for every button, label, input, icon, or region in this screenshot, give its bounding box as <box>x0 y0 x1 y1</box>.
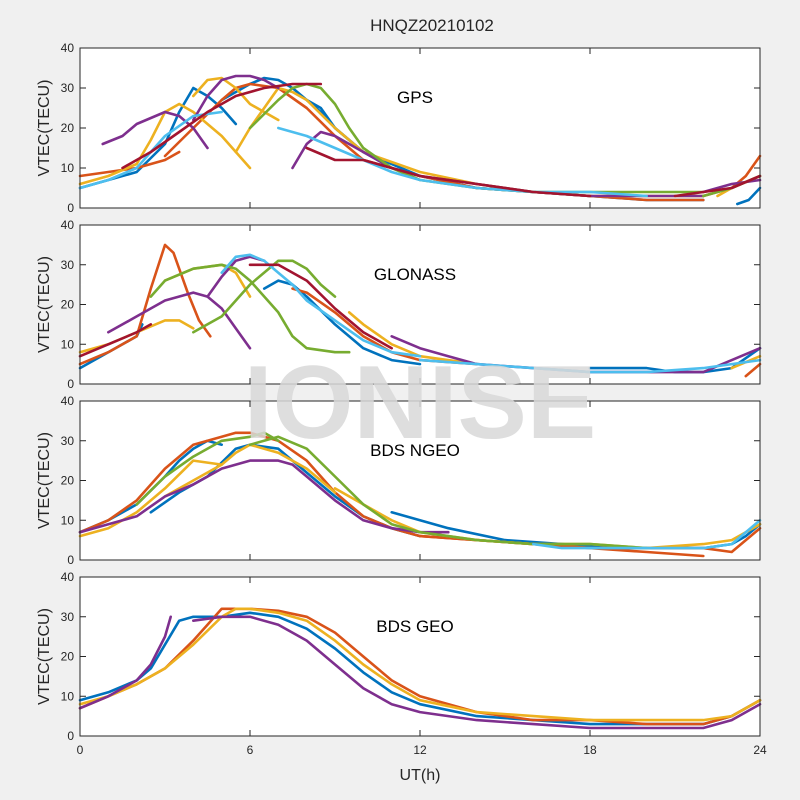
x-tick-label: 0 <box>77 743 84 757</box>
y-tick-label: 0 <box>67 553 74 567</box>
y-axis-label: VTEC(TECU) <box>36 432 53 529</box>
panel-bds-ngeo: 0 10 20 30 40 BDS NGEO VTEC(TECU) <box>36 394 762 567</box>
series-line-8 <box>192 76 280 122</box>
y-axis-label: VTEC(TECU) <box>36 256 53 353</box>
panel-label: BDS NGEO <box>370 441 460 460</box>
series-line-12 <box>390 334 479 366</box>
y-tick-label: 20 <box>61 121 75 135</box>
y-tick-label: 0 <box>67 201 74 215</box>
series-line-15 <box>192 259 337 334</box>
watermark: IONISE <box>244 345 597 461</box>
series-line-12 <box>192 74 280 122</box>
figure-title: HNQZ20210102 <box>370 16 494 35</box>
series-line-10 <box>248 435 649 550</box>
y-tick-label: 40 <box>61 41 75 55</box>
y-tick-label: 0 <box>67 377 74 391</box>
series-line-5 <box>78 459 223 538</box>
series-line-9 <box>135 431 280 506</box>
series-line-18 <box>276 126 649 198</box>
series-line-17 <box>418 358 762 374</box>
y-tick-label: 10 <box>61 513 75 527</box>
series-line-19 <box>248 263 394 350</box>
series-line-11 <box>531 518 762 550</box>
panel-label: GPS <box>397 88 433 107</box>
y-tick-label: 40 <box>61 394 75 408</box>
y-tick-label: 20 <box>61 474 75 488</box>
series-line-19 <box>121 82 323 170</box>
panel-label: GLONASS <box>374 265 456 284</box>
y-tick-label: 40 <box>61 218 75 232</box>
series-line-8 <box>347 311 479 366</box>
x-tick-label: 12 <box>413 743 427 757</box>
y-tick-label: 10 <box>61 337 75 351</box>
series-line-18 <box>78 323 153 358</box>
series-line-14 <box>149 263 351 354</box>
x-tick-label: 18 <box>583 743 597 757</box>
x-tick-label: 24 <box>753 743 767 757</box>
axes-background <box>80 577 760 736</box>
y-tick-label: 20 <box>61 298 75 312</box>
series-line-21 <box>673 174 762 198</box>
series-line-5 <box>744 362 762 378</box>
panels: 0 10 20 30 40 GPS VTEC(TECU) 0 10 20 30 40 GLONASS VT… <box>36 41 767 757</box>
panel-glonass: 0 10 20 30 40 GLONASS VTEC(TECU) <box>36 218 762 391</box>
y-axis-label: VTEC(TECU) <box>36 608 53 705</box>
y-axis-label: VTEC(TECU) <box>36 80 53 177</box>
series-line-0 <box>78 611 762 726</box>
y-tick-label: 40 <box>61 570 75 584</box>
y-tick-label: 10 <box>61 161 75 175</box>
series-line-8 <box>78 459 450 534</box>
series-line-3 <box>78 615 172 710</box>
series-line-11 <box>101 110 209 150</box>
series-line-3 <box>735 186 762 206</box>
panel-label: BDS GEO <box>376 617 453 636</box>
series-line-20 <box>305 146 592 198</box>
series-line-2 <box>78 607 762 722</box>
y-tick-label: 10 <box>61 689 75 703</box>
series-line-3 <box>78 243 212 366</box>
y-tick-label: 30 <box>61 610 75 624</box>
y-tick-label: 30 <box>61 434 75 448</box>
series-line-16 <box>220 253 422 358</box>
x-tick-label: 6 <box>247 743 254 757</box>
series-line-4 <box>192 615 762 730</box>
axes-background <box>80 48 760 208</box>
series-line-10 <box>107 291 252 350</box>
x-axis-label: UT(h) <box>400 767 441 784</box>
panel-gps: 0 10 20 30 40 GPS VTEC(TECU) <box>36 41 762 215</box>
panel-bds-geo: 0 10 20 30 40 0 6 12 18 24 BDS GEO VTEC(TECU) <box>36 570 767 757</box>
y-tick-label: 30 <box>61 81 75 95</box>
y-tick-label: 0 <box>67 729 74 743</box>
y-tick-label: 20 <box>61 650 75 664</box>
y-tick-label: 30 <box>61 258 75 272</box>
